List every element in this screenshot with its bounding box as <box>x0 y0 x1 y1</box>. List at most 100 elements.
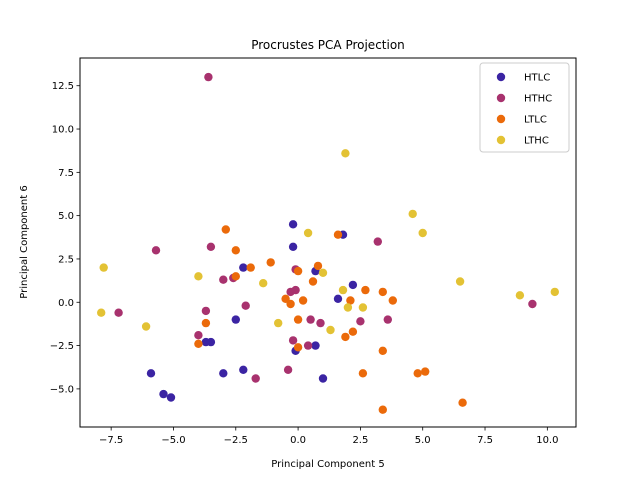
data-point <box>341 332 350 342</box>
data-point <box>288 336 298 345</box>
data-point <box>239 365 248 374</box>
plot-area-frame <box>79 57 577 428</box>
y-axis: −5.0 −2.5 0.0 2.5 5.0 7.5 10.0 12.5 <box>50 81 80 395</box>
y-tick-label: 2.5 <box>58 254 74 265</box>
x-tick-label: 0.0 <box>290 435 306 446</box>
data-point <box>303 341 313 350</box>
data-point <box>348 280 358 290</box>
data-point <box>251 374 260 383</box>
y-tick-label: 0.0 <box>58 298 74 309</box>
data-point <box>408 209 417 219</box>
legend: HTLC HTHC LTLC LTHC <box>479 62 570 153</box>
legend-marker <box>496 72 506 82</box>
data-point <box>298 296 308 305</box>
data-point <box>231 272 240 281</box>
data-point <box>221 225 230 234</box>
data-point <box>274 318 283 328</box>
series-lthc <box>97 149 559 335</box>
data-point <box>348 327 358 336</box>
data-point <box>146 369 156 378</box>
data-point <box>293 266 303 276</box>
data-point <box>358 369 368 378</box>
data-point <box>159 389 168 399</box>
x-tick-label: 7.5 <box>477 435 493 446</box>
data-point <box>346 296 355 305</box>
x-tick-label: −2.5 <box>224 435 248 446</box>
y-axis-label: Principal Component 6 <box>19 185 30 298</box>
legend-item-htlc: HTLC <box>496 72 550 84</box>
data-point <box>333 230 343 239</box>
x-tick-label: −7.5 <box>99 435 123 446</box>
legend-label: LTHC <box>524 136 549 147</box>
series-hthc <box>114 72 537 383</box>
series-ltlc <box>194 225 467 414</box>
legend-marker <box>496 114 506 124</box>
chart-title: Procrustes PCA Projection <box>251 38 405 52</box>
data-point <box>458 398 467 407</box>
data-point <box>266 258 275 267</box>
x-axis-label: Principal Component 5 <box>271 459 384 470</box>
data-point <box>378 405 387 414</box>
data-point <box>356 317 365 326</box>
data-point <box>306 315 315 324</box>
data-point <box>528 299 537 309</box>
x-tick-label: 5.0 <box>415 435 431 446</box>
data-point <box>219 369 228 378</box>
data-point <box>326 325 335 335</box>
data-point <box>318 374 328 383</box>
data-point <box>204 72 213 82</box>
data-point <box>166 393 176 402</box>
data-point <box>151 246 161 255</box>
legend-label: HTHC <box>524 94 552 105</box>
data-point <box>421 367 430 376</box>
x-axis: −7.5 −5.0 −2.5 0.0 2.5 5.0 7.5 10.0 <box>99 427 558 446</box>
y-tick-label: 10.0 <box>52 125 74 136</box>
data-point <box>343 303 353 312</box>
data-point <box>283 365 293 374</box>
legend-item-ltlc: LTLC <box>496 114 547 126</box>
data-point <box>201 306 211 316</box>
data-point <box>291 285 300 295</box>
data-point <box>206 242 216 251</box>
data-point <box>231 315 240 324</box>
data-point <box>246 263 255 272</box>
data-point <box>378 346 387 355</box>
data-point <box>388 296 397 305</box>
points-layer <box>97 72 559 414</box>
data-point <box>311 341 320 350</box>
data-point <box>114 308 123 317</box>
data-point <box>318 268 328 277</box>
data-point <box>97 308 106 317</box>
x-tick-label: −5.0 <box>161 435 185 446</box>
data-point <box>383 315 392 324</box>
data-point <box>293 343 303 352</box>
data-point <box>288 220 298 229</box>
data-point <box>219 275 228 284</box>
data-point <box>286 299 295 309</box>
data-point <box>288 242 298 251</box>
data-point <box>308 277 318 286</box>
data-point <box>259 279 268 288</box>
data-point <box>373 237 382 246</box>
data-point <box>550 287 559 297</box>
data-point <box>293 315 303 324</box>
y-tick-label: −5.0 <box>50 384 74 395</box>
data-point <box>361 285 370 295</box>
y-tick-label: 5.0 <box>58 211 74 222</box>
data-point <box>303 228 313 238</box>
legend-label: LTLC <box>524 115 547 126</box>
data-point <box>341 149 350 158</box>
legend-item-hthc: HTHC <box>496 93 552 105</box>
data-point <box>194 272 203 281</box>
y-tick-label: 12.5 <box>52 81 74 92</box>
legend-item-lthc: LTHC <box>496 135 549 147</box>
legend-marker <box>496 93 506 103</box>
data-point <box>201 337 211 347</box>
legend-label: HTLC <box>524 73 550 84</box>
series-htlc <box>146 220 358 402</box>
data-point <box>455 277 465 286</box>
data-point <box>241 301 250 310</box>
y-tick-label: −2.5 <box>50 341 74 352</box>
data-point <box>333 294 343 303</box>
legend-marker <box>496 135 506 145</box>
